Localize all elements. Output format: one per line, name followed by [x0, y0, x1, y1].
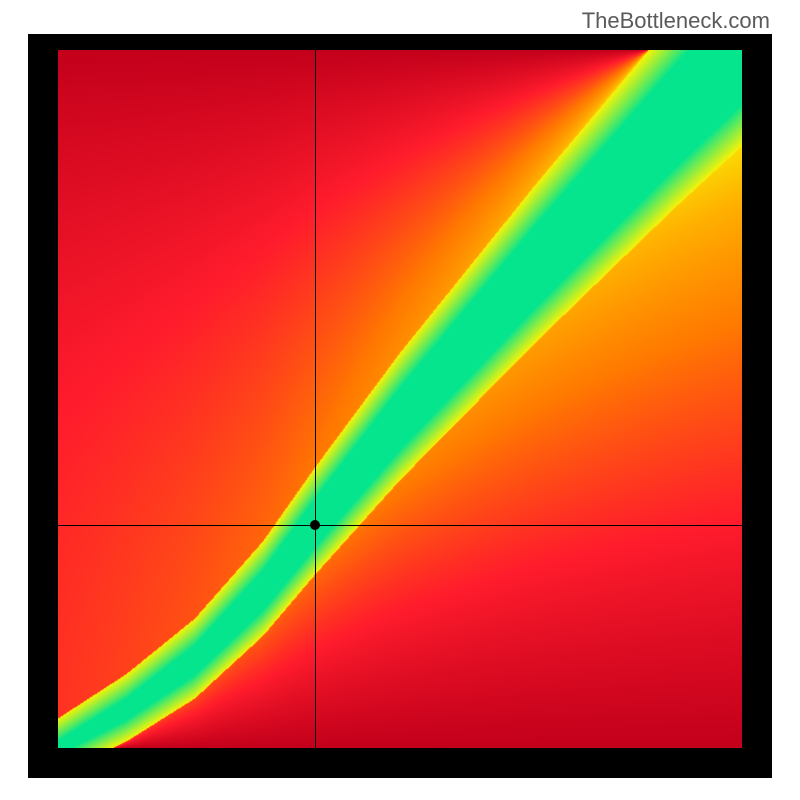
heatmap-canvas — [58, 50, 742, 748]
chart-stage — [28, 34, 772, 778]
watermark-text: TheBottleneck.com — [582, 8, 770, 34]
heatmap-plot — [58, 50, 742, 748]
